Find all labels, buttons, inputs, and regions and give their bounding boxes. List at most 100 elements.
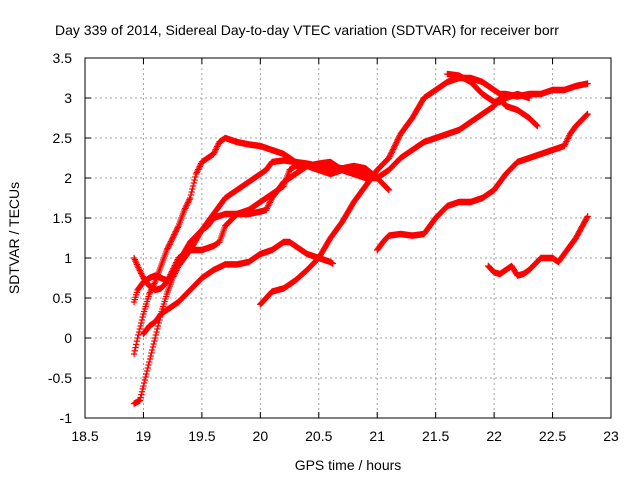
data-point bbox=[149, 346, 156, 354]
series-4 bbox=[130, 162, 381, 294]
data-point bbox=[181, 206, 188, 214]
data-point bbox=[214, 141, 222, 149]
data-point bbox=[193, 169, 200, 176]
data-point bbox=[164, 245, 171, 252]
series-7 bbox=[374, 110, 591, 254]
data-point bbox=[169, 266, 176, 274]
y-tick-label: 1.5 bbox=[53, 210, 73, 226]
data-point bbox=[131, 347, 138, 354]
data-point bbox=[154, 325, 161, 333]
data-point bbox=[196, 163, 203, 170]
data-point bbox=[174, 224, 182, 231]
data-point bbox=[210, 150, 217, 158]
data-point bbox=[170, 232, 177, 240]
data-point bbox=[181, 205, 189, 212]
x-tick-label: 20 bbox=[253, 428, 269, 444]
data-marks bbox=[130, 70, 591, 407]
y-tick-label: 3.5 bbox=[53, 50, 73, 66]
data-point bbox=[187, 191, 195, 199]
data-point bbox=[138, 319, 145, 327]
data-point bbox=[171, 231, 178, 238]
data-point bbox=[136, 267, 143, 274]
y-tick-labels: -1 -0.5 0 0.5 1 1.5 2 2.5 3 3.5 bbox=[48, 50, 72, 426]
data-point bbox=[135, 328, 143, 336]
data-point bbox=[191, 176, 198, 184]
data-point bbox=[167, 238, 175, 245]
x-tick-label: 20.5 bbox=[305, 428, 332, 444]
data-point bbox=[149, 343, 157, 351]
data-point bbox=[145, 361, 152, 369]
data-point bbox=[138, 388, 146, 395]
data-point bbox=[182, 203, 190, 211]
data-point bbox=[171, 262, 179, 269]
data-point bbox=[137, 268, 144, 276]
data-point bbox=[171, 229, 179, 237]
data-point bbox=[146, 289, 154, 296]
data-point bbox=[138, 270, 145, 277]
data-point bbox=[265, 200, 273, 208]
data-point bbox=[146, 290, 153, 298]
data-point bbox=[168, 268, 176, 275]
data-point bbox=[166, 272, 173, 280]
data-point bbox=[138, 271, 146, 279]
y-tick-label: 0 bbox=[64, 330, 72, 346]
data-point bbox=[141, 376, 149, 384]
data-point bbox=[190, 179, 198, 187]
data-point bbox=[266, 199, 274, 206]
data-point bbox=[173, 225, 181, 233]
data-point bbox=[165, 275, 172, 283]
data-point bbox=[143, 370, 150, 378]
data-point bbox=[172, 228, 179, 235]
y-tick-label: 3 bbox=[64, 90, 72, 106]
data-point bbox=[139, 385, 146, 393]
grid bbox=[85, 58, 611, 418]
data-point bbox=[151, 280, 158, 287]
data-point bbox=[132, 344, 139, 351]
x-axis-label: GPS time / hours bbox=[295, 457, 402, 473]
data-point bbox=[167, 271, 174, 278]
y-tick-label: -1 bbox=[60, 410, 73, 426]
data-point bbox=[192, 170, 200, 178]
data-point bbox=[211, 147, 219, 155]
data-point bbox=[265, 202, 272, 209]
data-point bbox=[146, 355, 154, 363]
x-tick-label: 18.5 bbox=[71, 428, 98, 444]
data-point bbox=[195, 164, 203, 172]
data-point bbox=[264, 203, 271, 211]
y-tick-label: 1 bbox=[64, 250, 72, 266]
data-point bbox=[150, 340, 157, 348]
data-point bbox=[136, 397, 144, 404]
data-point bbox=[214, 143, 221, 150]
data-point bbox=[132, 341, 140, 348]
data-point bbox=[135, 265, 143, 273]
data-point bbox=[384, 185, 391, 192]
y-tick-label: -0.5 bbox=[48, 370, 72, 386]
data-point bbox=[385, 186, 392, 193]
data-point bbox=[163, 246, 171, 254]
chart-title: Day 339 of 2014, Sidereal Day-to-day VTE… bbox=[55, 22, 559, 38]
data-point bbox=[194, 167, 201, 175]
data-point bbox=[139, 313, 146, 321]
data-point bbox=[138, 391, 145, 398]
data-point bbox=[148, 349, 155, 357]
x-tick-label: 23 bbox=[603, 428, 619, 444]
x-tick-label: 21 bbox=[369, 428, 385, 444]
data-point bbox=[135, 264, 142, 271]
data-point bbox=[137, 394, 144, 401]
data-point bbox=[173, 259, 180, 266]
data-point bbox=[184, 200, 191, 208]
data-point bbox=[172, 260, 179, 268]
data-point bbox=[154, 322, 162, 330]
data-point bbox=[134, 262, 141, 270]
data-point bbox=[138, 316, 146, 324]
data-point bbox=[189, 185, 196, 193]
x-tick-label: 19.5 bbox=[188, 428, 215, 444]
plot-frame bbox=[84, 57, 612, 419]
data-point bbox=[263, 205, 271, 212]
data-point bbox=[137, 322, 144, 330]
data-point bbox=[170, 263, 178, 271]
data-point bbox=[151, 337, 158, 345]
data-point bbox=[130, 350, 138, 358]
axis-ticks bbox=[84, 57, 612, 419]
